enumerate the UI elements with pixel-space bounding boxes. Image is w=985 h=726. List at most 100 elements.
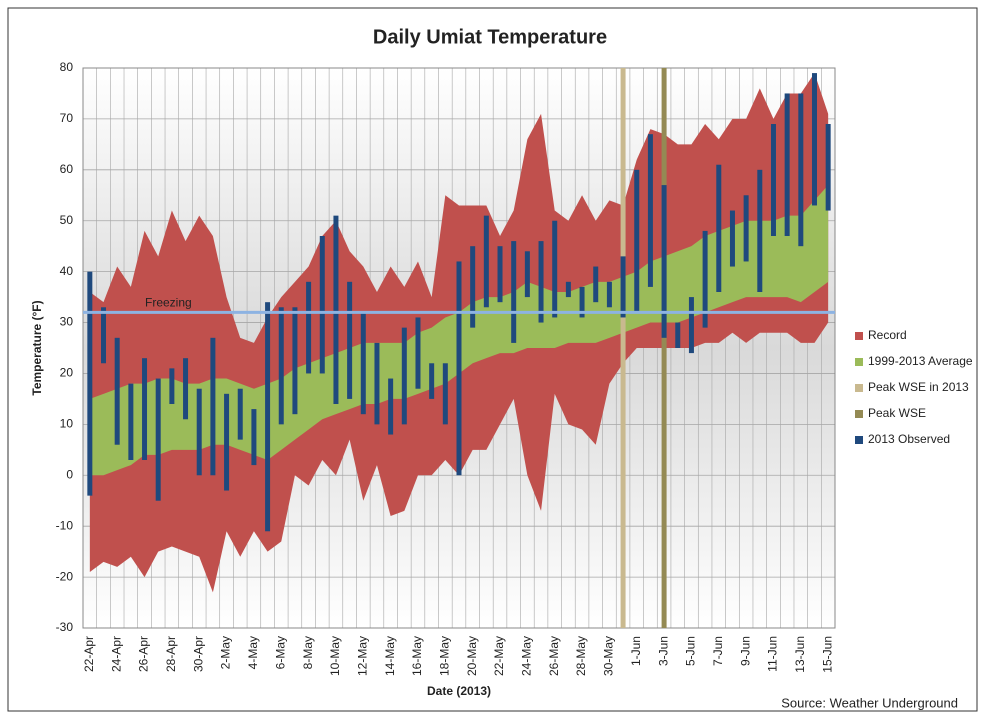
y-tick-label: 80 [60,60,74,74]
x-axis-label: Date (2013) [427,684,491,698]
freezing-label: Freezing [145,296,192,310]
x-tick-label: 20-May [465,636,479,676]
y-tick-label: 20 [60,366,74,380]
observed-bar [757,169,763,292]
y-tick-label: -30 [56,620,74,634]
x-tick-label: 10-May [328,636,342,676]
legend-swatch [855,332,863,340]
legend-label: Peak WSE in 2013 [868,380,969,394]
legend-label: 2013 Observed [868,432,950,446]
observed-bar [798,93,804,247]
observed-bar [743,195,749,262]
x-tick-label: 4-May [246,636,260,669]
observed-bar [634,169,640,313]
observed-bar [565,281,571,298]
x-tick-label: 26-Apr [137,636,151,672]
observed-bar [483,215,489,308]
observed-bar [661,185,667,338]
observed-bar [114,337,120,445]
x-tick-label: 30-Apr [191,636,205,672]
observed-bar [442,363,448,425]
y-tick-label: 30 [60,315,74,329]
x-tick-label: 7-Jun [711,636,725,666]
observed-bar [825,124,831,211]
x-tick-label: 22-May [492,636,506,676]
y-axis-label: Temperature (°F) [30,300,44,395]
observed-bar [538,241,544,323]
x-tick-label: 12-May [355,636,369,676]
observed-bar [101,307,107,364]
observed-bar [470,246,476,328]
observed-bar [237,388,243,440]
observed-bar [210,337,216,476]
plot-border [82,67,836,629]
observed-bar [306,281,312,374]
observed-bar [401,327,407,425]
observed-bar [606,281,612,308]
observed-bar [770,124,776,236]
y-tick-label: -10 [56,518,74,532]
observed-bar [415,317,421,389]
observed-bar [196,388,202,476]
observed-bar [497,246,503,303]
x-tick-label: 1-Jun [629,636,643,666]
y-tick-label: 10 [60,417,74,431]
observed-bar [511,241,517,343]
x-tick-label: 22-Apr [82,636,96,672]
x-tick-label: 9-Jun [738,636,752,666]
observed-bar [524,251,530,298]
observed-bar [142,358,148,460]
x-tick-label: 24-Apr [109,636,123,672]
y-tick-label: 50 [60,213,74,227]
observed-bar [593,266,599,303]
legend-swatch [855,436,863,444]
x-tick-label: 24-May [520,636,534,676]
legend-swatch [855,384,863,392]
x-tick-label: 30-May [602,636,616,676]
observed-bar [729,210,735,267]
legend-label: Record [868,328,907,342]
chart-title: Daily Umiat Temperature [373,26,607,48]
observed-bar [374,342,380,425]
y-tick-label: 0 [66,467,73,481]
observed-bar [128,383,134,460]
observed-bar [388,378,394,435]
x-tick-label: 6-May [273,636,287,669]
observed-bar [278,307,284,425]
observed-bar [292,307,298,415]
x-tick-label: 15-Jun [820,636,834,673]
observed-bar [429,363,435,399]
observed-bar [333,215,339,404]
observed-bar [183,358,189,420]
observed-bar [456,261,462,476]
observed-bar [688,297,694,354]
observed-bar [647,134,653,287]
x-tick-label: 28-May [574,636,588,676]
observed-bar [579,286,585,318]
legend-label: Peak WSE [868,406,926,420]
legend-swatch [855,410,863,418]
observed-bar [319,236,325,374]
x-tick-label: 28-Apr [164,636,178,672]
observed-bar [251,409,257,466]
y-tick-label: -20 [56,569,74,583]
y-tick-label: 70 [60,111,74,125]
observed-bar [265,302,271,532]
y-tick-label: 40 [60,264,74,278]
observed-bar [224,393,230,491]
observed-bar [87,271,93,496]
x-tick-label: 2-May [219,636,233,669]
x-tick-label: 13-Jun [793,636,807,673]
observed-bar [784,93,790,236]
legend-swatch [855,358,863,366]
observed-bar [620,256,626,318]
x-tick-label: 14-May [383,636,397,676]
x-tick-label: 3-Jun [656,636,670,666]
x-tick-label: 11-Jun [766,636,780,672]
observed-bar [169,368,175,404]
observed-bar [360,312,366,415]
y-tick-label: 60 [60,162,74,176]
x-tick-label: 8-May [301,636,315,669]
legend-label: 1999-2013 Average [868,354,973,368]
